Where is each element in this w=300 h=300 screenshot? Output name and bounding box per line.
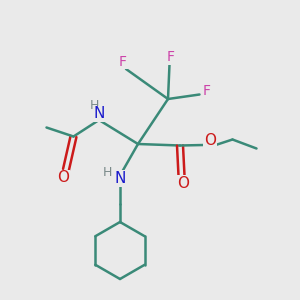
Text: H: H [90,99,99,112]
Text: O: O [57,170,69,185]
Text: F: F [203,85,211,98]
Text: H: H [103,166,112,179]
Text: N: N [114,171,126,186]
Text: O: O [204,133,216,148]
Text: O: O [177,176,189,190]
Text: N: N [93,106,105,122]
Text: F: F [119,55,127,68]
Text: F: F [167,50,175,64]
